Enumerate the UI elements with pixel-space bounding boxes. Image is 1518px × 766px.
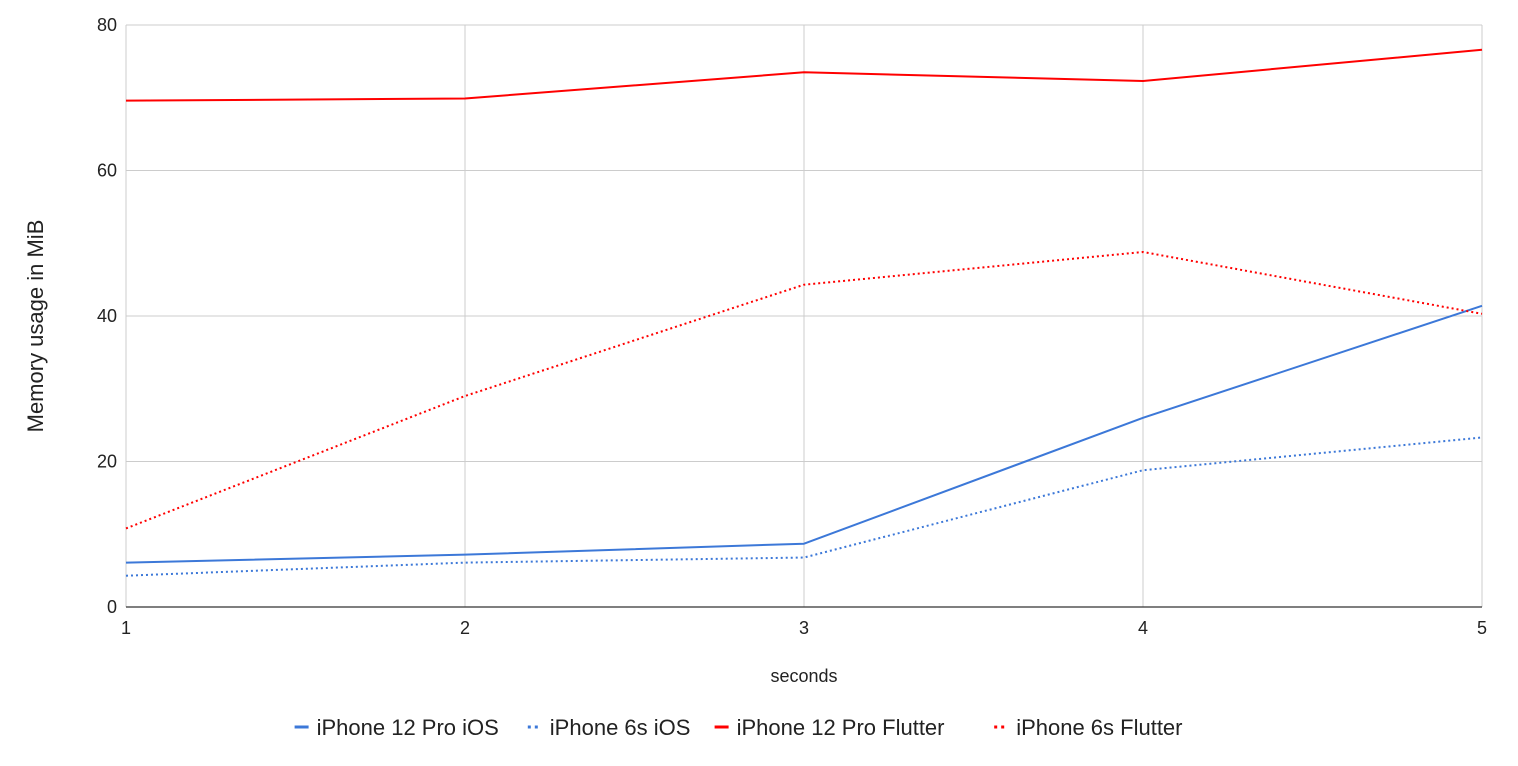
axis-layer: 0 20 40 60 80 1 2 3 4 5 bbox=[97, 15, 1487, 638]
legend: iPhone 12 Pro iOS iPhone 6s iOS iPhone 12 … bbox=[294, 715, 1183, 740]
x-tick-label: 4 bbox=[1138, 618, 1148, 638]
y-tick-label: 20 bbox=[97, 452, 117, 472]
grid-layer bbox=[125, 24, 1483, 607]
y-axis-title: Memory usage in MiB bbox=[23, 220, 48, 433]
legend-label: iPhone 12 Pro iOS bbox=[317, 715, 499, 740]
legend-item: iPhone 6s iOS bbox=[527, 715, 691, 740]
series-line-4 bbox=[125, 250, 1483, 530]
x-axis-title: seconds bbox=[770, 666, 837, 686]
y-tick-label: 40 bbox=[97, 306, 117, 326]
legend-item: iPhone 12 Pro iOS bbox=[294, 715, 499, 740]
legend-item: iPhone 6s Flutter bbox=[994, 715, 1183, 740]
series-line-1 bbox=[125, 304, 1483, 564]
x-tick-label: 2 bbox=[460, 618, 470, 638]
legend-label: iPhone 6s iOS bbox=[550, 715, 691, 740]
legend-label: iPhone 6s Flutter bbox=[1016, 715, 1182, 740]
y-tick-label: 0 bbox=[107, 597, 117, 617]
x-tick-label: 3 bbox=[799, 618, 809, 638]
series-line-3 bbox=[125, 48, 1483, 102]
x-tick-label: 1 bbox=[121, 618, 131, 638]
legend-label: iPhone 12 Pro Flutter bbox=[737, 715, 945, 740]
legend-item: iPhone 12 Pro Flutter bbox=[714, 715, 945, 740]
series-line-2 bbox=[125, 436, 1483, 577]
series-layer bbox=[125, 48, 1483, 577]
x-tick-label: 5 bbox=[1477, 618, 1487, 638]
y-tick-label: 60 bbox=[97, 161, 117, 181]
y-tick-label: 80 bbox=[97, 15, 117, 35]
